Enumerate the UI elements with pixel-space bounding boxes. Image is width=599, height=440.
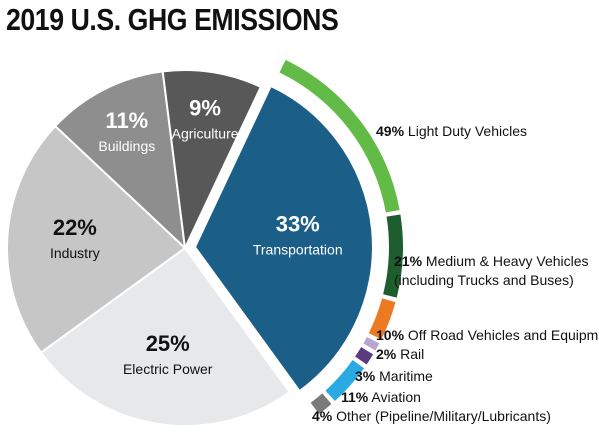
ring-label-aviation: 11% Aviation	[341, 389, 421, 405]
ring-label-maritime: 3% Maritime	[355, 368, 433, 384]
slice-name-agriculture: Agriculture	[172, 125, 239, 141]
ring-segment-medium-heavy-vehicles	[383, 214, 403, 298]
ring-segment-maritime	[355, 347, 374, 365]
slice-percent-electric-power: 25%	[146, 331, 190, 356]
pie-slice-transportation	[193, 84, 374, 393]
ring-segment-other-pipeline-military-lubricants	[310, 393, 332, 415]
slice-percent-agriculture: 9%	[189, 95, 221, 120]
ring-label-medium-heavy-vehicles: 21% Medium & Heavy Vehicles	[394, 253, 589, 269]
ring-segment-rail	[363, 336, 380, 351]
chart-title: 2019 U.S. GHG EMISSIONS	[6, 2, 339, 37]
ring-label-other-pipeline-military-lubricants: 4% Other (Pipeline/Military/Lubricants)	[312, 408, 551, 424]
ring-label-off-road-vehicles-and-equipment: 10% Off Road Vehicles and Equipment	[376, 327, 599, 343]
ring-segment-light-duty-vehicles	[279, 59, 400, 213]
slice-name-industry: Industry	[50, 245, 100, 261]
ring-label-light-duty-vehicles: 49% Light Duty Vehicles	[376, 123, 527, 139]
slice-name-buildings: Buildings	[98, 138, 155, 154]
ring-segment-aviation	[325, 360, 365, 401]
ring-segment-off-road-vehicles-and-equipment	[368, 298, 396, 340]
slice-percent-buildings: 11%	[105, 108, 148, 133]
slice-percent-transportation: 33%	[276, 211, 320, 236]
ring-label-rail: 2% Rail	[376, 346, 424, 362]
pie-slice-agriculture	[161, 69, 263, 252]
slice-name-electric-power: Electric Power	[123, 361, 213, 377]
pie-slice-industry	[6, 124, 187, 354]
pie-slice-electric-power	[39, 246, 291, 427]
pie-slice-buildings	[53, 70, 187, 251]
ring-label-medium-heavy-vehicles-line2: (including Trucks and Buses)	[394, 272, 574, 288]
slice-name-transportation: Transportation	[253, 241, 343, 257]
slice-percent-industry: 22%	[53, 215, 97, 240]
